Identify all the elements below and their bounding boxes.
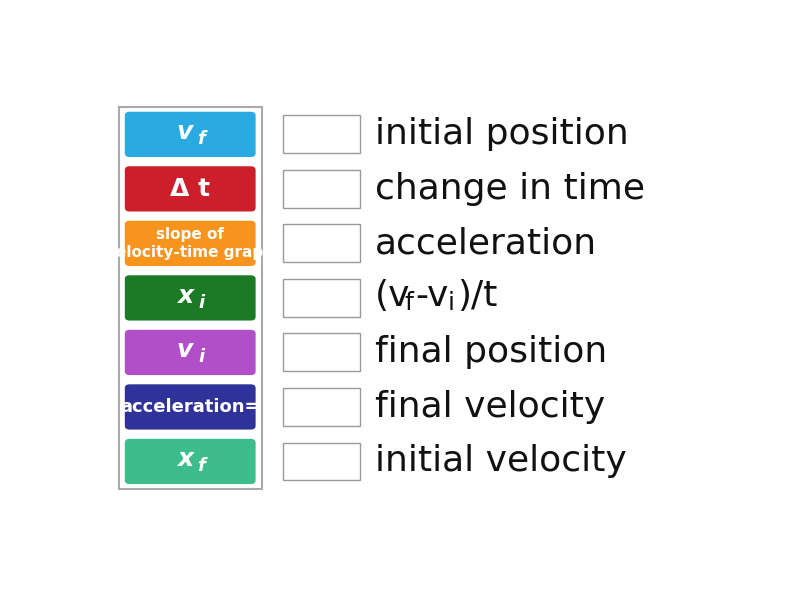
Text: acceleration: acceleration — [374, 226, 597, 260]
FancyBboxPatch shape — [125, 385, 256, 430]
FancyBboxPatch shape — [283, 170, 360, 208]
Text: f: f — [405, 292, 414, 316]
Text: x: x — [177, 447, 193, 471]
Text: i: i — [448, 292, 455, 316]
FancyBboxPatch shape — [283, 334, 360, 371]
FancyBboxPatch shape — [125, 166, 256, 212]
Text: x: x — [177, 284, 193, 308]
Text: )/t: )/t — [457, 279, 498, 313]
Text: Δ t: Δ t — [170, 177, 210, 201]
FancyBboxPatch shape — [125, 221, 256, 266]
Text: final position: final position — [374, 335, 607, 370]
FancyBboxPatch shape — [283, 443, 360, 481]
Text: change in time: change in time — [374, 172, 645, 206]
FancyBboxPatch shape — [125, 112, 256, 157]
Text: -v: -v — [415, 279, 448, 313]
FancyBboxPatch shape — [125, 330, 256, 375]
Text: v: v — [177, 338, 193, 362]
Text: i: i — [198, 348, 204, 366]
FancyBboxPatch shape — [283, 115, 360, 154]
FancyBboxPatch shape — [125, 439, 256, 484]
Text: acceleration=: acceleration= — [120, 398, 260, 416]
Text: i: i — [198, 293, 204, 311]
FancyBboxPatch shape — [283, 388, 360, 426]
Text: slope of
velocity-time graph: slope of velocity-time graph — [106, 227, 274, 260]
Text: initial position: initial position — [374, 118, 629, 151]
Text: f: f — [197, 130, 205, 148]
FancyBboxPatch shape — [125, 275, 256, 320]
Text: (v: (v — [374, 279, 410, 313]
FancyBboxPatch shape — [283, 279, 360, 317]
Text: initial velocity: initial velocity — [374, 445, 626, 478]
Text: v: v — [177, 120, 193, 144]
Text: f: f — [197, 457, 205, 475]
FancyBboxPatch shape — [283, 224, 360, 262]
Text: final velocity: final velocity — [374, 390, 605, 424]
